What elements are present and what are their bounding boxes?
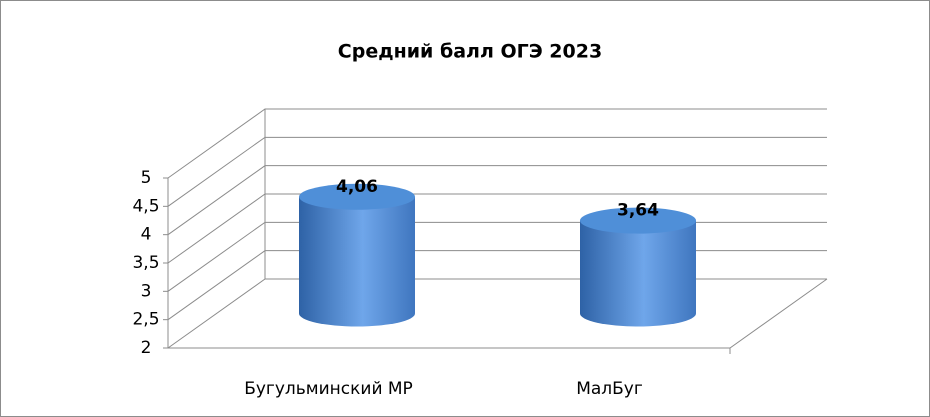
- y-tick-label: 5: [141, 168, 152, 188]
- bar-top: [299, 183, 415, 210]
- bar-top: [580, 207, 696, 234]
- y-tick-label: 2: [141, 338, 152, 358]
- bar: [299, 196, 415, 327]
- y-tick-label: 2,5: [132, 310, 159, 330]
- chart-title: Средний балл ОГЭ 2023: [338, 41, 602, 63]
- x-tick-label: Бугульминский МР: [244, 379, 413, 399]
- bar: [580, 220, 696, 327]
- y-tick-label: 4,5: [132, 196, 159, 216]
- data-label: 4,06: [336, 177, 378, 197]
- x-tick-label: МалБуг: [576, 379, 643, 399]
- grid-line: [167, 108, 827, 179]
- y-tick-label: 3: [141, 281, 152, 301]
- data-label: 3,64: [617, 201, 659, 221]
- grid-line: [167, 193, 827, 264]
- y-tick-label: 4: [141, 225, 152, 245]
- grid-line: [167, 165, 827, 236]
- y-tick-label: 3,5: [132, 253, 159, 273]
- grid-line: [167, 136, 827, 207]
